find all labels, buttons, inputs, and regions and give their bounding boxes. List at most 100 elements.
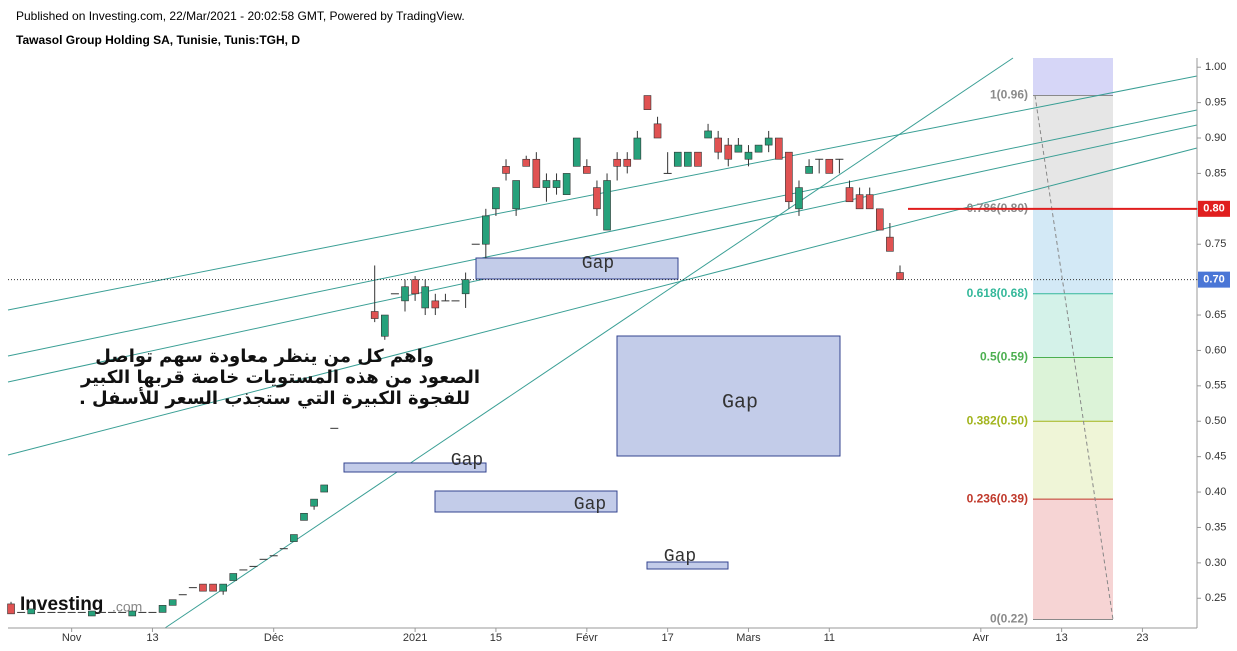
candle-body xyxy=(401,286,409,302)
candle-body xyxy=(673,151,682,167)
candle-body xyxy=(168,599,177,606)
fib-label: 0(0.22) xyxy=(990,612,1028,626)
candle-body xyxy=(532,158,541,188)
gap-box xyxy=(646,561,729,570)
fib-label: 0.5(0.59) xyxy=(980,350,1028,364)
logo: Investing xyxy=(20,594,103,615)
trend-line xyxy=(7,109,1198,357)
x-tick-label: 17 xyxy=(662,632,674,644)
trend-line xyxy=(7,124,1198,383)
candle-body xyxy=(158,605,167,613)
candle-body xyxy=(209,583,217,592)
y-tick-label: 0.65 xyxy=(1205,309,1226,321)
x-tick-label: 2021 xyxy=(403,632,427,644)
last-price-box xyxy=(1198,271,1230,288)
candle-body xyxy=(684,151,692,167)
price-line-label: 0.80 xyxy=(1203,203,1224,215)
candle-body xyxy=(199,583,207,592)
candle-body xyxy=(88,610,96,617)
candle-body xyxy=(502,166,510,174)
candle-body xyxy=(875,208,884,231)
y-tick-label: 0.95 xyxy=(1205,97,1226,109)
trend-lines xyxy=(7,57,1198,629)
candle-body xyxy=(512,180,520,210)
candle-body xyxy=(482,215,490,245)
candle-body xyxy=(128,610,137,617)
candle-body xyxy=(623,158,632,167)
x-tick-label: Avr xyxy=(973,632,990,644)
trend-line xyxy=(164,57,1014,629)
x-tick-label: 13 xyxy=(146,632,158,644)
candle-body xyxy=(603,180,611,231)
gap-label: Gap xyxy=(722,391,758,414)
candle-body xyxy=(825,158,834,174)
candle-body xyxy=(219,583,227,592)
candle-body xyxy=(886,236,894,252)
y-tick-label: 0.45 xyxy=(1205,451,1226,463)
candle-body xyxy=(370,311,379,319)
candle-body xyxy=(300,512,308,521)
candle-body xyxy=(229,573,238,581)
candle-body xyxy=(310,498,318,507)
candle-body xyxy=(27,608,36,615)
candle-body xyxy=(855,194,864,210)
candle-body xyxy=(320,484,328,493)
candle-body xyxy=(795,187,803,210)
note-line: الصعود من هذه المستويات خاصة قربها الكبي… xyxy=(80,367,480,388)
candle-body xyxy=(744,151,753,160)
x-tick-label: 11 xyxy=(824,632,835,644)
x-tick-label: Févr xyxy=(576,632,598,644)
y-tick-label: 0.40 xyxy=(1205,486,1226,498)
gap-label: Gap xyxy=(451,451,483,471)
fib-band xyxy=(1033,357,1113,422)
gap-box xyxy=(616,335,841,457)
y-tick-label: 0.90 xyxy=(1205,132,1226,144)
candle-body xyxy=(805,166,813,174)
gap-box xyxy=(434,490,618,513)
candle-body xyxy=(724,144,733,160)
candle-body xyxy=(633,137,642,160)
y-tick-label: 0.30 xyxy=(1205,557,1226,569)
y-tick-label: 0.85 xyxy=(1205,167,1226,179)
x-tick-label: Mars xyxy=(736,632,761,644)
fib-band xyxy=(1033,293,1113,358)
gap-label: Gap xyxy=(582,254,614,274)
published: Published on Investing.com, 22/Mar/2021 … xyxy=(16,9,465,23)
y-tick-label: 0.75 xyxy=(1205,238,1226,250)
candle-body xyxy=(431,300,440,309)
x-tick-label: 23 xyxy=(1136,632,1148,644)
candle-body xyxy=(845,187,854,203)
candle-body xyxy=(421,286,430,309)
trend-line xyxy=(7,75,1198,311)
fib-label: 0.236(0.39) xyxy=(967,491,1028,505)
last-price-label: 0.70 xyxy=(1203,274,1224,286)
x-tick-label: 15 xyxy=(490,632,502,644)
x-tick-label: Nov xyxy=(62,632,82,644)
candle-body xyxy=(865,194,874,210)
candle-body xyxy=(694,151,702,167)
background-layer xyxy=(1033,58,1113,621)
x-tick-label: Déc xyxy=(264,632,284,644)
y-tick-label: 0.60 xyxy=(1205,344,1226,356)
fib-band xyxy=(1033,499,1113,620)
fib-label: 1(0.96) xyxy=(990,88,1028,102)
fib-trend xyxy=(1034,95,1114,620)
candle-body xyxy=(583,166,591,174)
candle-body xyxy=(381,314,389,337)
candle-body xyxy=(613,158,621,167)
candle-body xyxy=(7,603,15,615)
candle-body xyxy=(774,137,783,160)
symbol: Tawasol Group Holding SA, Tunisie, Tunis… xyxy=(16,33,300,47)
y-tick-label: 0.35 xyxy=(1205,521,1226,533)
fib-label: 0.618(0.68) xyxy=(967,286,1028,300)
fib-band xyxy=(1033,208,1113,294)
candle-body xyxy=(714,137,722,153)
trend-line xyxy=(7,147,1198,456)
candle-body xyxy=(785,151,793,203)
gap-label: Gap xyxy=(664,547,696,567)
price-line-box xyxy=(1198,200,1230,217)
candle-body xyxy=(754,144,763,153)
gap-box xyxy=(343,462,487,473)
